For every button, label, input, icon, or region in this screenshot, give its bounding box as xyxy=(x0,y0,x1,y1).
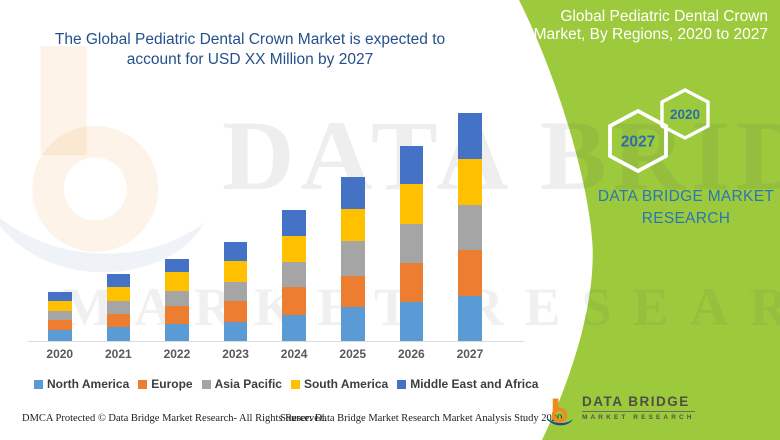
bar-segment-north-america-2025 xyxy=(341,307,365,341)
bar-segment-asia-pacific-2027 xyxy=(458,205,482,250)
bar-segment-asia-pacific-2023 xyxy=(223,282,248,301)
bar-segment-middle-east-and-africa-2025 xyxy=(341,176,365,209)
company-logo: DATA BRIDGE MARKET RESEARCH xyxy=(546,389,695,437)
hexagon-2027 xyxy=(608,108,668,174)
bar-segment-middle-east-and-africa-2023 xyxy=(223,242,248,261)
bar-segment-south-america-2024 xyxy=(282,235,306,262)
legend-item-europe: Europe xyxy=(138,377,193,391)
legend-label: Europe xyxy=(151,377,193,391)
bar-segment-south-america-2025 xyxy=(341,209,365,241)
bar-segment-middle-east-and-africa-2020 xyxy=(48,291,72,301)
bar-segment-south-america-2020 xyxy=(48,301,72,311)
bar-segment-south-america-2021 xyxy=(106,286,131,301)
bar-segment-asia-pacific-2026 xyxy=(399,224,424,263)
x-axis-label-2026: 2026 xyxy=(397,347,425,361)
bar-segment-south-america-2022 xyxy=(165,272,189,291)
x-axis-label-2022: 2022 xyxy=(163,347,191,361)
company-logo-icon xyxy=(546,398,573,426)
bar-segment-north-america-2021 xyxy=(106,327,131,341)
bar-segment-europe-2021 xyxy=(106,313,131,327)
bar-segment-south-america-2026 xyxy=(399,184,424,224)
hexagon-2020 xyxy=(660,88,710,140)
bar-segment-europe-2027 xyxy=(458,250,482,296)
panel-title-line2: Market, By Regions, 2020 to 2027 xyxy=(533,26,768,44)
bar-segment-europe-2024 xyxy=(282,287,306,315)
company-logo-text: DATA BRIDGE MARKET RESEARCH xyxy=(582,394,695,421)
bar-segment-europe-2022 xyxy=(165,306,189,324)
legend-label: Asia Pacific xyxy=(214,377,282,391)
bar-segment-middle-east-and-africa-2026 xyxy=(399,145,424,184)
bar-segment-middle-east-and-africa-2024 xyxy=(282,210,306,236)
legend-item-middle-east-africa: Middle East and Africa xyxy=(397,377,538,391)
legend-label: North America xyxy=(47,377,130,391)
panel-title: Global Pediatric Dental Crown Market, By… xyxy=(528,8,768,45)
bar-segment-south-america-2027 xyxy=(458,158,482,205)
legend-item-asia-pacific: Asia Pacific xyxy=(201,377,282,391)
x-axis-label-2021: 2021 xyxy=(104,347,132,361)
bar-segment-middle-east-and-africa-2022 xyxy=(165,258,189,272)
hexagon-2020-label: 2020 xyxy=(670,107,700,122)
legend-swatch-north-america xyxy=(34,379,43,389)
page-title-line1: The Global Pediatric Dental Crown Market… xyxy=(54,31,446,48)
hexagon-graphic: 2027 2020 xyxy=(608,88,710,174)
bar-segment-europe-2025 xyxy=(341,275,365,307)
source-note: Source: Data Bridge Market Research Mark… xyxy=(280,413,563,424)
dmca-notice: DMCA Protected © Data Bridge Market Rese… xyxy=(22,413,327,424)
x-axis-label-2024: 2024 xyxy=(280,347,308,361)
legend-item-north-america: North America xyxy=(34,377,129,391)
bar-segment-europe-2026 xyxy=(399,263,424,302)
x-axis-label-2025: 2025 xyxy=(339,347,367,361)
bar-segment-south-america-2023 xyxy=(223,261,248,282)
legend-swatch-europe xyxy=(138,379,148,389)
x-axis-label-2023: 2023 xyxy=(222,347,249,361)
page-title: The Global Pediatric Dental Crown Market… xyxy=(18,30,482,70)
panel-title-line1: Global Pediatric Dental Crown xyxy=(560,8,768,25)
bar-segment-europe-2023 xyxy=(223,301,248,322)
company-logo-subtitle: MARKET RESEARCH xyxy=(582,414,695,421)
green-panel-shape xyxy=(519,0,780,440)
bar-segment-north-america-2026 xyxy=(399,302,424,341)
bar-segment-asia-pacific-2025 xyxy=(341,240,365,276)
chart-legend: North America Europe Asia Pacific South … xyxy=(34,377,538,391)
bar-segment-north-america-2024 xyxy=(282,315,306,341)
bar-segment-europe-2020 xyxy=(48,319,72,330)
hexagon-2027-label: 2027 xyxy=(621,134,655,151)
legend-swatch-south-america xyxy=(290,379,300,389)
x-axis-label-2020: 2020 xyxy=(46,347,74,361)
legend-swatch-asia-pacific xyxy=(201,379,211,389)
legend-label: South America xyxy=(303,377,389,391)
brand-wordmark: DATA BRIDGE MARKET RESEARCH xyxy=(597,188,775,227)
x-axis-label-2027: 2027 xyxy=(456,347,484,361)
bar-segment-north-america-2023 xyxy=(223,322,248,341)
bar-segment-asia-pacific-2020 xyxy=(48,310,72,320)
bar-segment-north-america-2020 xyxy=(48,330,72,341)
bar-segment-north-america-2022 xyxy=(165,324,189,341)
watermark-text-databridge: DATA BRIDGE xyxy=(222,100,780,211)
bar-segment-north-america-2027 xyxy=(458,296,482,341)
bar-segment-asia-pacific-2024 xyxy=(282,262,306,287)
watermark-logo xyxy=(0,46,205,273)
x-axis-line xyxy=(28,341,524,342)
bar-segment-middle-east-and-africa-2027 xyxy=(458,113,482,159)
bar-segment-asia-pacific-2021 xyxy=(106,301,131,314)
company-logo-title: DATA BRIDGE xyxy=(582,394,695,412)
page-title-line2: account for USD XX Million by 2027 xyxy=(126,50,374,68)
legend-label: Middle East and Africa xyxy=(410,377,539,391)
bar-segment-asia-pacific-2022 xyxy=(165,291,189,306)
legend-item-south-america: South America xyxy=(290,377,389,391)
legend-swatch-middle-east-africa xyxy=(397,379,407,389)
bar-segment-middle-east-and-africa-2021 xyxy=(106,274,131,287)
